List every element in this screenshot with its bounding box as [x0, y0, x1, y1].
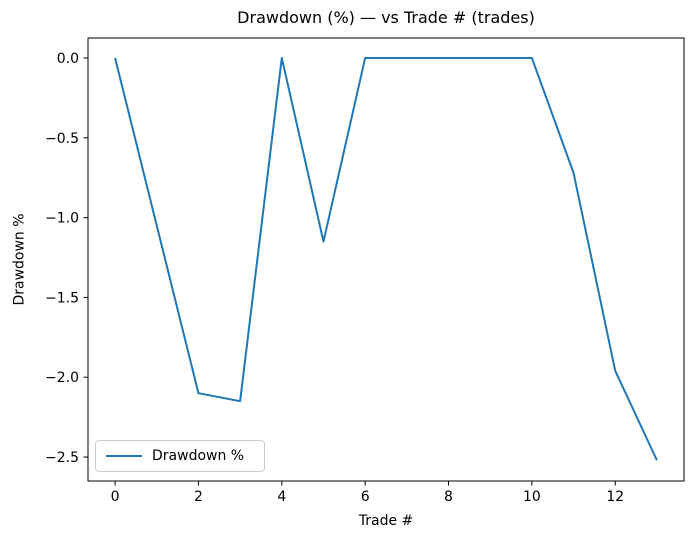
x-tick-label: 0 — [111, 489, 120, 505]
x-tick-label: 10 — [523, 489, 541, 505]
x-tick-label: 6 — [361, 489, 370, 505]
y-tick-label: 0.0 — [57, 51, 79, 67]
y-tick-label: −1.5 — [45, 290, 79, 306]
legend: Drawdown % — [95, 440, 265, 472]
y-tick-label: −1.0 — [45, 211, 79, 227]
y-tick-label: −2.0 — [45, 370, 79, 386]
x-tick-label: 2 — [194, 489, 203, 505]
y-tick-label: −2.5 — [45, 450, 79, 466]
legend-label: Drawdown % — [152, 448, 245, 464]
x-tick-label: 8 — [444, 489, 453, 505]
axes-frame — [87, 37, 685, 482]
x-tick-label: 4 — [277, 489, 286, 505]
x-tick-label: 12 — [606, 489, 624, 505]
chart-title: Drawdown (%) — vs Trade # (trades) — [237, 8, 535, 27]
y-tick-label: −0.5 — [45, 131, 79, 147]
x-axis-label: Trade # — [358, 513, 414, 529]
legend-line-swatch — [106, 454, 142, 458]
drawdown-line — [114, 56, 658, 461]
